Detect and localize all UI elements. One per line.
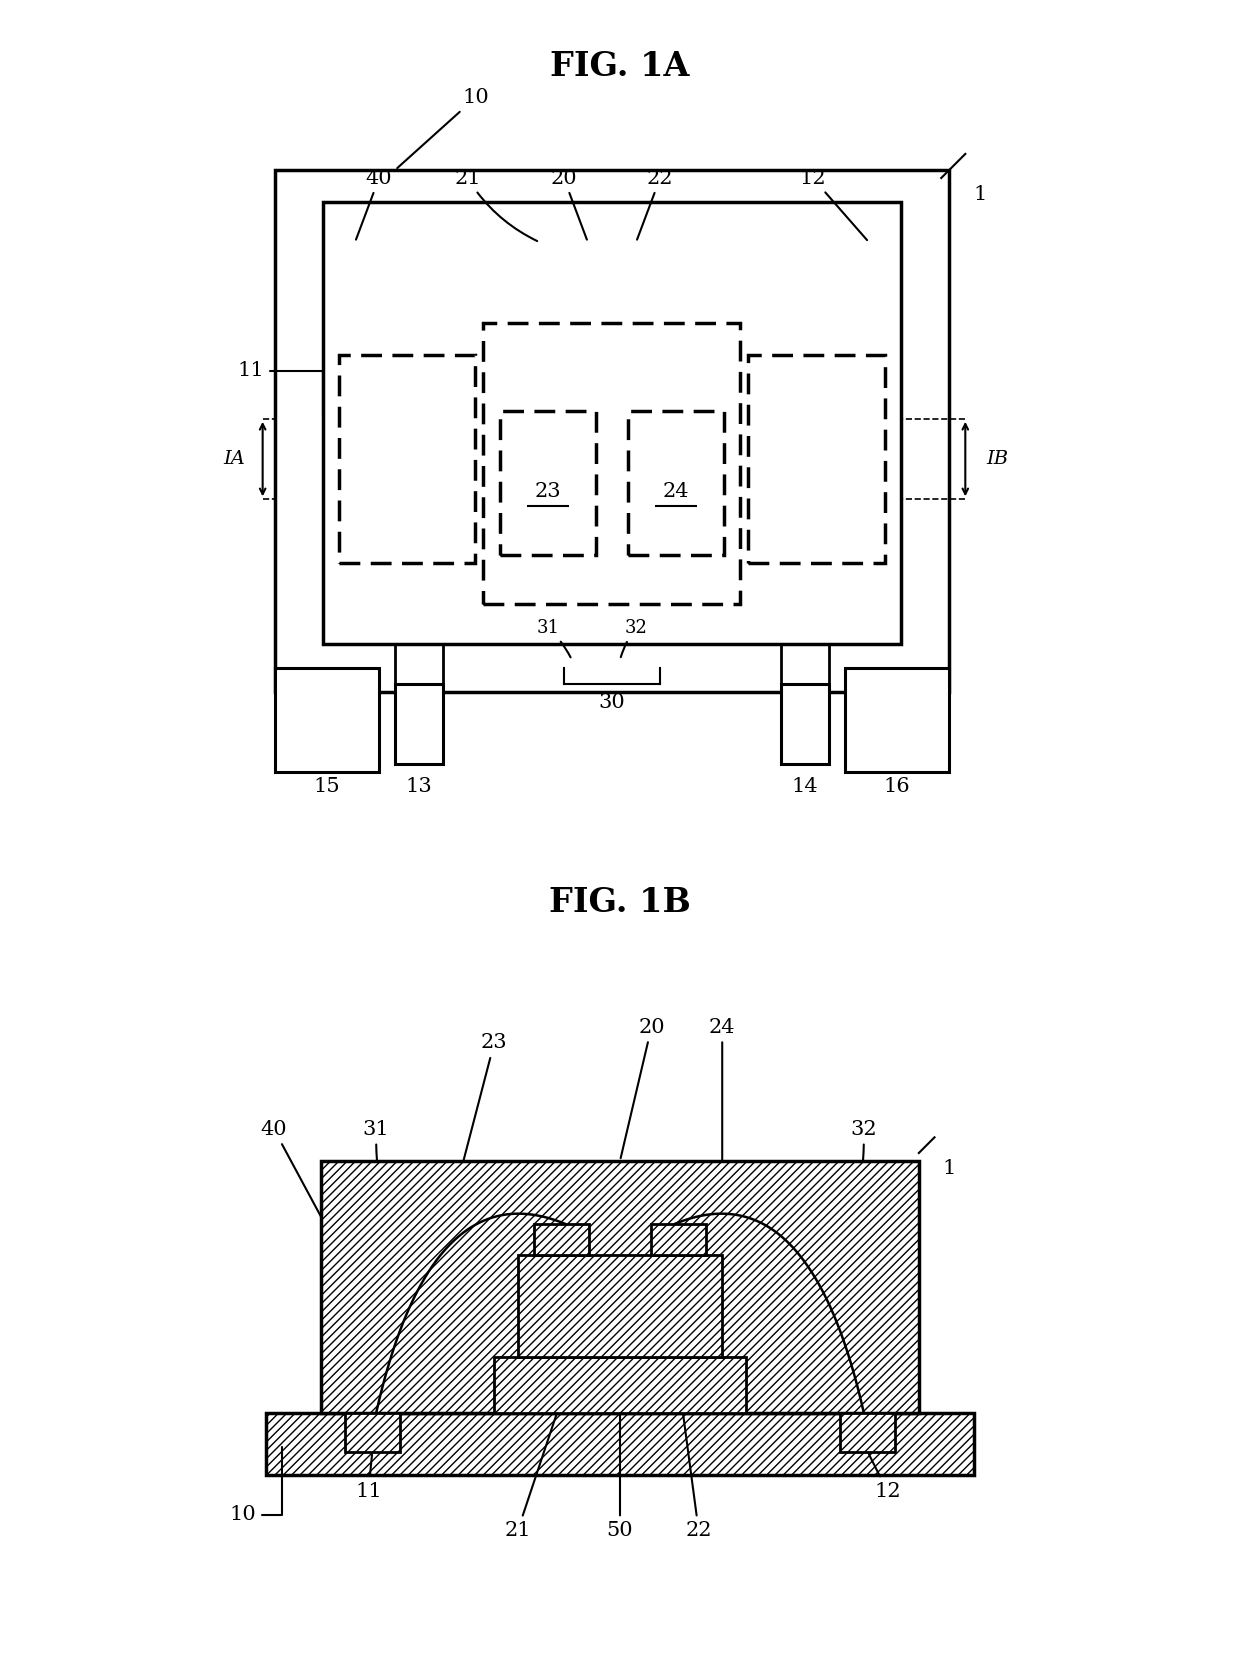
Bar — [518, 1255, 722, 1357]
Bar — [841, 1412, 895, 1452]
Text: 1: 1 — [973, 184, 987, 204]
Bar — [781, 684, 828, 765]
Text: 32: 32 — [841, 1119, 877, 1260]
Bar — [275, 171, 950, 693]
Text: 22: 22 — [683, 1415, 712, 1539]
Text: 15: 15 — [314, 778, 340, 796]
Text: 11: 11 — [237, 361, 322, 417]
Text: 40: 40 — [356, 169, 392, 239]
Bar — [500, 412, 596, 555]
Text: 12: 12 — [869, 1454, 900, 1501]
Text: 24: 24 — [663, 482, 689, 500]
Text: 14: 14 — [791, 778, 818, 796]
Text: 1: 1 — [942, 1159, 956, 1178]
Bar — [322, 202, 901, 644]
Text: 13: 13 — [405, 778, 433, 796]
Bar — [345, 1412, 399, 1452]
Bar — [651, 1225, 707, 1255]
Text: 20: 20 — [551, 169, 587, 239]
Text: 20: 20 — [621, 1017, 665, 1158]
Bar — [321, 1161, 919, 1412]
Text: 10: 10 — [229, 1447, 281, 1524]
Text: 21: 21 — [454, 169, 537, 241]
Bar — [495, 1357, 745, 1412]
Bar — [627, 412, 724, 555]
Bar — [749, 355, 885, 564]
Text: FIG. 1B: FIG. 1B — [549, 885, 691, 918]
Bar — [267, 1412, 973, 1476]
Bar — [484, 323, 740, 604]
Bar — [345, 1412, 399, 1452]
Bar — [533, 1225, 589, 1255]
Bar — [533, 1225, 589, 1255]
Text: 50: 50 — [606, 1415, 634, 1539]
Bar — [396, 684, 444, 765]
Text: 30: 30 — [599, 693, 625, 713]
Bar — [321, 1161, 919, 1412]
Text: 23: 23 — [534, 482, 560, 500]
Text: 32: 32 — [621, 619, 647, 657]
Text: 31: 31 — [363, 1119, 399, 1260]
Text: 40: 40 — [260, 1119, 327, 1230]
Text: 10: 10 — [397, 89, 489, 167]
Bar — [495, 1357, 745, 1412]
Text: 22: 22 — [637, 169, 673, 239]
Bar — [275, 668, 379, 773]
Text: IB: IB — [986, 450, 1008, 468]
Bar — [651, 1225, 707, 1255]
Text: 21: 21 — [505, 1415, 557, 1539]
Text: 23: 23 — [448, 1034, 507, 1221]
Text: 16: 16 — [884, 778, 910, 796]
Bar — [844, 668, 950, 773]
Text: 12: 12 — [800, 169, 867, 241]
Text: 31: 31 — [536, 619, 570, 657]
Text: IA: IA — [223, 450, 246, 468]
Text: FIG. 1A: FIG. 1A — [551, 50, 689, 82]
Bar — [267, 1412, 973, 1476]
Bar — [841, 1412, 895, 1452]
Text: 11: 11 — [355, 1454, 382, 1501]
Bar — [339, 355, 475, 564]
Bar — [518, 1255, 722, 1357]
Text: 24: 24 — [709, 1017, 735, 1221]
